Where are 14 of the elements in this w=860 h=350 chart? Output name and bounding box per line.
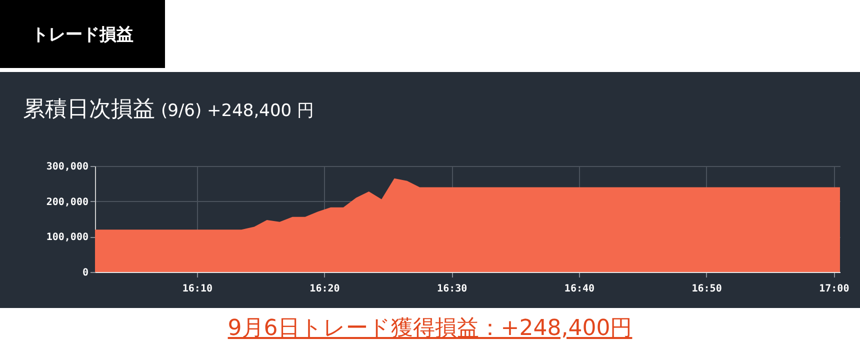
y-tick-label: 0 <box>82 268 88 278</box>
y-tick-label: 200,000 <box>46 196 88 208</box>
chart-subtitle: (9/6) +248,400 円 <box>161 101 314 121</box>
y-tick-label: 100,000 <box>46 232 88 244</box>
text: 9月6日トレード獲得損益：+248,400円 <box>226 315 634 343</box>
text: トレード損益 <box>0 0 165 68</box>
x-tick-label: 16:20 <box>310 284 340 294</box>
x-tick-label: 17:00 <box>819 284 850 294</box>
x-tick-label: 16:30 <box>437 284 468 294</box>
y-tick-label: 300,000 <box>46 162 88 172</box>
chart-title: 累積日次損益 <box>23 97 155 122</box>
x-tick-label: 16:50 <box>692 284 722 294</box>
x-tick-label: 16:40 <box>564 284 595 294</box>
x-tick-label: 16:10 <box>182 284 212 294</box>
